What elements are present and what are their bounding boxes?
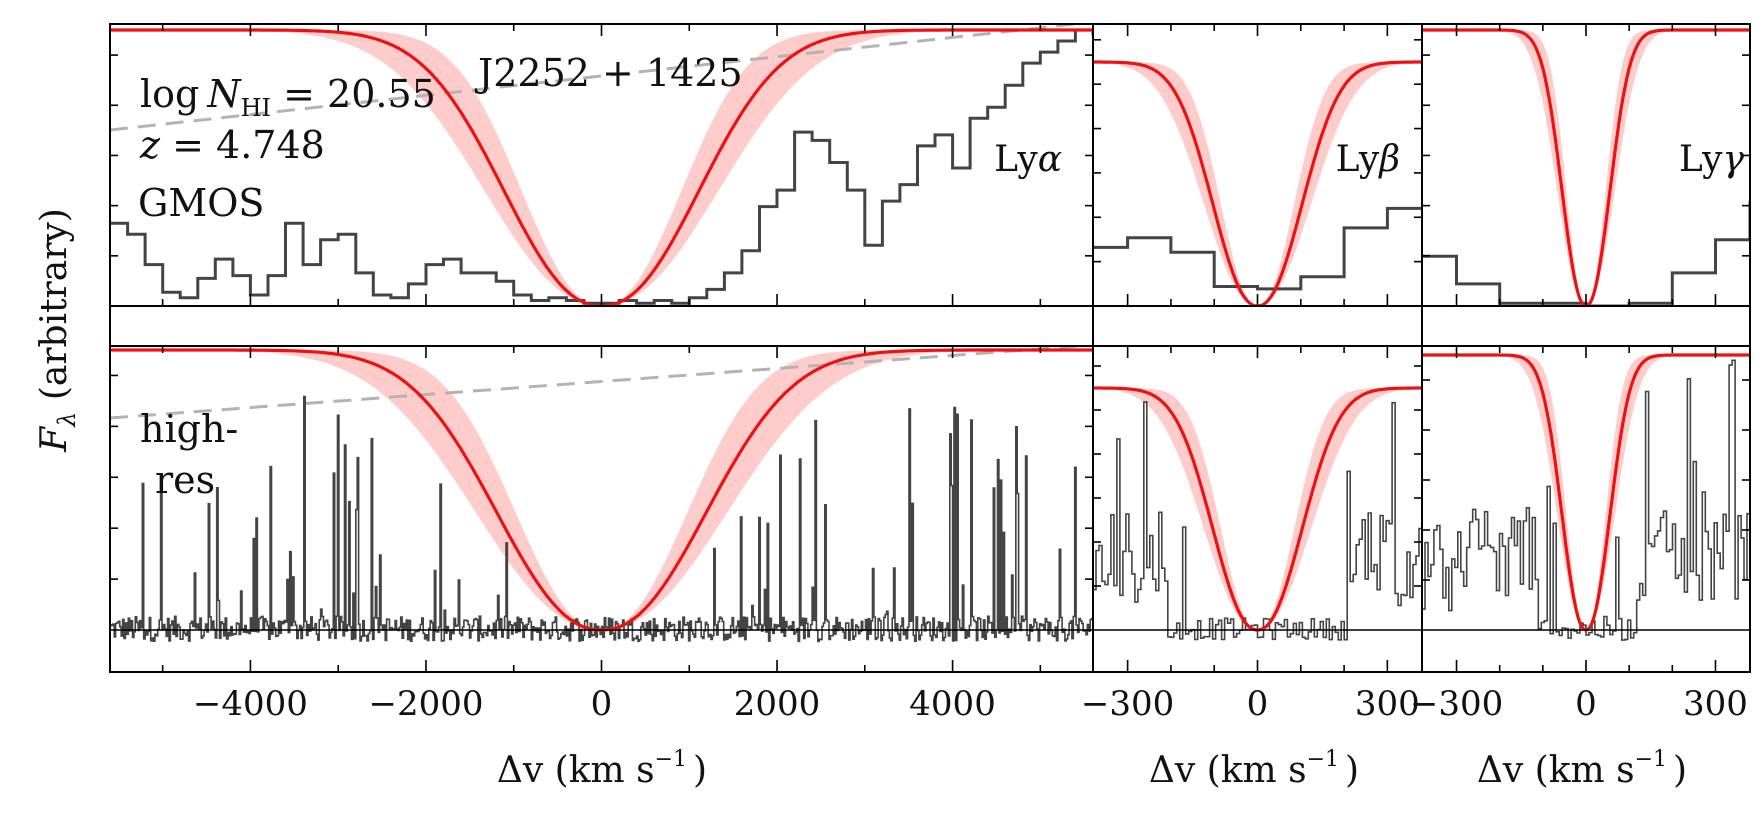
x-tick-label: 300	[1355, 684, 1420, 724]
y-axis-label: Fλ (arbitrary)	[34, 208, 81, 453]
observed-flux-highres	[110, 395, 1093, 643]
model-uncertainty-band	[1093, 388, 1422, 630]
continuum-line	[110, 346, 1093, 420]
line-label-lyb: Lyβ	[1336, 139, 1400, 180]
panel-gap-frame	[1421, 305, 1751, 347]
panel-0-0	[110, 24, 1093, 306]
model-fit-line	[1422, 28, 1750, 306]
continuum-line	[110, 24, 1089, 132]
x-tick-label: 0	[591, 684, 613, 724]
x-tick-label: −300	[1410, 684, 1503, 724]
line-label-lyg: Lyγ	[1679, 139, 1745, 180]
panel-1-0	[110, 346, 1093, 643]
panel-1-2	[1422, 353, 1750, 641]
row-label-highres-line1: high-	[140, 407, 238, 451]
model-fit-line	[1093, 386, 1422, 632]
row-label-gmos: GMOS	[138, 181, 264, 225]
model-uncertainty-band	[1093, 62, 1422, 306]
observed-flux-highres	[1093, 346, 1422, 641]
row-label-highres-line2: res	[155, 458, 215, 502]
x-tick-label: −4000	[193, 684, 308, 724]
observed-flux-highres	[1422, 359, 1750, 641]
line-label-lya: Lyα	[994, 139, 1062, 180]
observed-flux-step	[1093, 206, 1422, 291]
panel-gap-frame	[109, 305, 1094, 347]
x-axis-label-lya: Δv (km s−1)	[497, 747, 707, 791]
model-fit-line	[1422, 353, 1750, 632]
x-tick-label: 0	[1575, 684, 1597, 724]
x-tick-label: 0	[1247, 684, 1269, 724]
x-tick-label: −300	[1081, 684, 1174, 724]
panel-0-1	[1093, 60, 1422, 306]
x-axis-label-lyb: Δv (km s−1)	[1149, 747, 1359, 791]
annotation-logN: log NHI = 20.55	[140, 72, 436, 122]
x-axis-label-lyg: Δv (km s−1)	[1477, 747, 1687, 791]
panel-gap-frame	[1092, 305, 1423, 347]
panel-1-1	[1093, 346, 1422, 641]
observed-flux-step	[1422, 201, 1750, 306]
x-tick-label: 2000	[734, 684, 821, 724]
model-uncertainty-band	[1422, 355, 1750, 630]
x-tick-label: 300	[1683, 684, 1748, 724]
object-name: J2252 + 1425	[474, 51, 743, 95]
panel-frame	[1421, 345, 1751, 673]
panel-0-2	[1422, 28, 1750, 306]
model-fit-line	[1093, 60, 1422, 306]
x-tick-label: −2000	[368, 684, 483, 724]
x-tick-label: 4000	[909, 684, 996, 724]
annotation-redshift: z = 4.748	[139, 123, 325, 167]
model-fit-line	[110, 28, 1093, 306]
